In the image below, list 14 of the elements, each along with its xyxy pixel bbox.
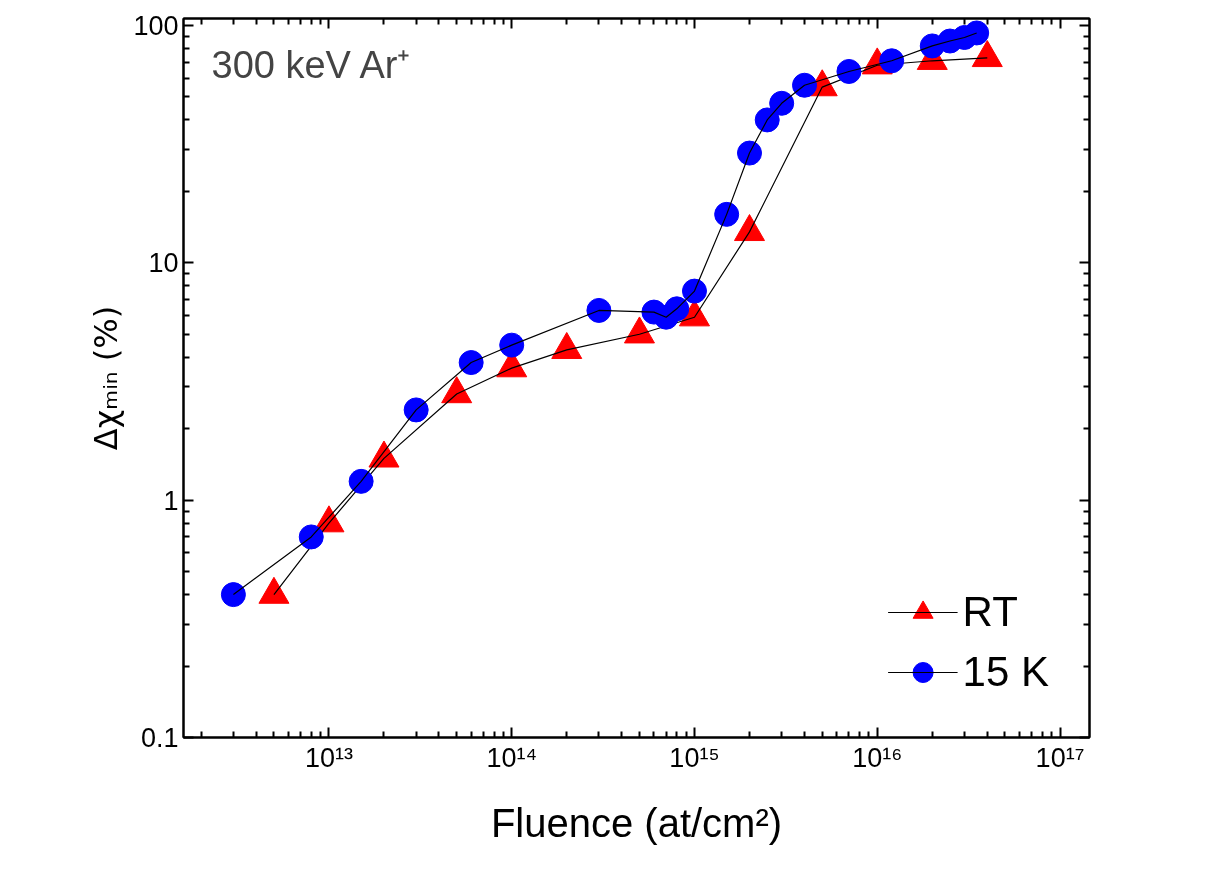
- y-axis-title: Δχₘᵢₙ (%): [87, 305, 126, 451]
- x-tick-label: 10¹⁶: [852, 742, 903, 773]
- y-tick-label: 10: [148, 248, 179, 279]
- legend-label: 15 K: [962, 648, 1049, 696]
- x-tick-label: 10¹³: [304, 742, 353, 773]
- x-tick-label: 10¹⁵: [669, 742, 720, 773]
- y-tick-label: 100: [133, 10, 179, 41]
- x-axis-title: Fluence (at/cm²): [490, 800, 783, 845]
- y-tick-label: 0.1: [140, 723, 179, 753]
- x-tick-label: 10¹⁷: [1035, 742, 1085, 773]
- y-tick-label: 1: [163, 485, 179, 516]
- legend-label: RT: [962, 588, 1018, 636]
- x-tick-label: 10¹⁴: [486, 742, 538, 773]
- annotation: 300 keV Ar⁺: [211, 43, 411, 86]
